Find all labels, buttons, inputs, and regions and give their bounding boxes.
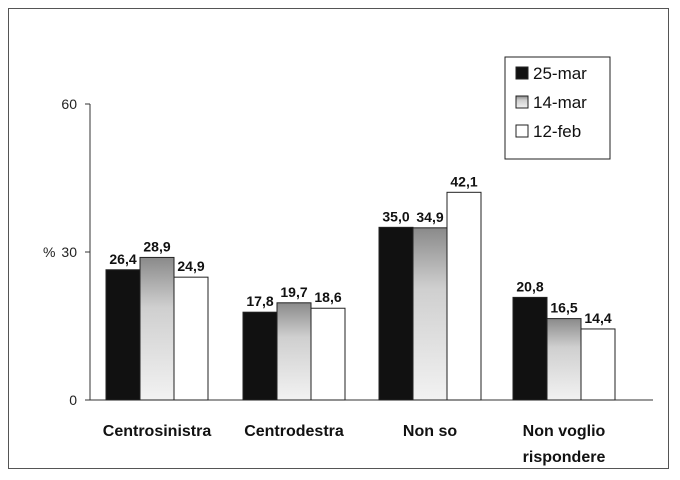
- category-label: Centrosinistra: [103, 423, 212, 440]
- legend-swatch: [515, 124, 529, 138]
- y-tick-label: 60: [61, 96, 77, 112]
- bar: [139, 256, 175, 401]
- data-label: 26,4: [109, 251, 136, 267]
- legend-label: 14-mar: [533, 93, 587, 112]
- bar: [105, 269, 141, 401]
- data-label: 17,8: [246, 293, 273, 309]
- bar: [580, 328, 616, 401]
- data-labels: 26,4 28,9 24,9 17,8 19,7 18,6 35,0 34,9 42,1 20,8…: [109, 173, 611, 326]
- legend-label: 25-mar: [533, 64, 587, 83]
- category-label: rispondere: [523, 449, 606, 466]
- bar: [546, 318, 582, 401]
- bar: [378, 226, 414, 401]
- bar: [310, 307, 346, 401]
- data-label: 16,5: [550, 300, 577, 316]
- bar: [446, 191, 482, 401]
- category-label: Centrodestra: [244, 423, 344, 440]
- y-unit-label: %: [43, 244, 55, 260]
- data-label: 35,0: [382, 208, 409, 224]
- bar: [173, 276, 209, 401]
- category-label: Non so: [403, 423, 457, 440]
- bar: [512, 296, 548, 401]
- data-label: 18,6: [314, 289, 341, 305]
- bar: [242, 311, 278, 401]
- data-label: 28,9: [143, 238, 170, 254]
- legend: 25-mar 14-mar 12-feb: [504, 56, 611, 160]
- data-label: 24,9: [177, 258, 204, 274]
- category-labels: Centrosinistra Centrodestra Non so Non vogl…: [103, 423, 606, 466]
- data-label: 20,8: [516, 278, 543, 294]
- legend-swatch: [515, 66, 529, 80]
- data-label: 42,1: [450, 173, 477, 189]
- bars: [105, 191, 616, 401]
- category-label: Non voglio: [523, 423, 606, 440]
- data-label: 14,4: [584, 310, 611, 326]
- legend-swatch: [515, 95, 529, 109]
- data-label: 34,9: [416, 209, 443, 225]
- legend-label: 12-feb: [533, 122, 581, 141]
- y-tick-label: 0: [69, 392, 77, 408]
- data-label: 19,7: [280, 284, 307, 300]
- y-tick-label: 30: [61, 244, 77, 260]
- bar: [412, 227, 448, 401]
- bar: [276, 302, 312, 401]
